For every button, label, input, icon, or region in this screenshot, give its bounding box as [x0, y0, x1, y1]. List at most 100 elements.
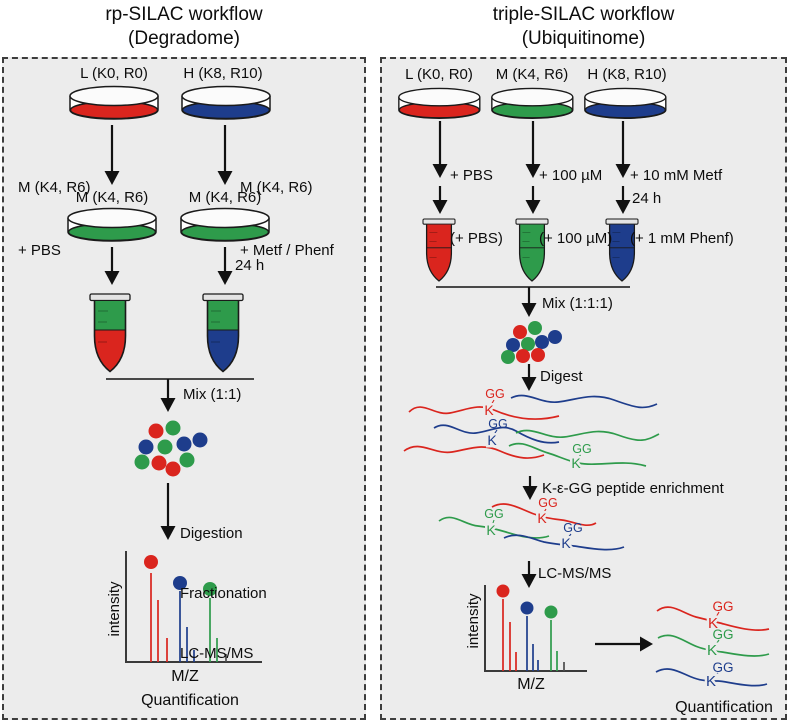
arrow-down-right [217, 125, 233, 185]
incubation-time-label: 24 h [632, 190, 662, 207]
gg-tag-red: GG [485, 387, 504, 401]
peptide-wave-red [403, 445, 545, 459]
arrow-treatment-1 [432, 121, 448, 178]
treatment-3-line2: (+ 1 mM Phenf) [630, 230, 734, 247]
treatment-left-line2: + PBS [18, 242, 61, 259]
arrow-incubation-2 [525, 186, 541, 214]
gg-tag-blue: GG [712, 660, 733, 675]
process-step-fractionation: Fractionation [180, 585, 267, 602]
right-panel: GG K GG K GG K GG K GG K [380, 57, 787, 720]
treatment-right-line2: + Metf / Phenf [240, 242, 334, 259]
tube-green-blue [202, 293, 244, 373]
petri-dish-heavy-blue [181, 85, 271, 120]
gg-tag-green: GG [484, 507, 503, 521]
k-residue-green: K [707, 642, 717, 659]
process-step-lcms: LC-MS/MS [180, 645, 254, 662]
protein-dot-cluster [134, 420, 208, 477]
treatment-left: M (K4, R6) + PBS [18, 135, 91, 303]
arrow-to-result [595, 636, 653, 652]
arrow-lcms [521, 561, 537, 588]
tube-green-red [89, 293, 131, 373]
digested-peptides [403, 394, 660, 467]
dish-label-medium: M (K4, R6) [495, 66, 569, 83]
dish-label-heavy: H (K8, R10) [587, 66, 667, 83]
treatment-2: + 100 µM (+ 100 µM) [539, 123, 612, 291]
left-panel-art [67, 85, 271, 663]
digest-label: Digest [540, 368, 583, 385]
k-residue-red: K [484, 402, 494, 418]
right-title-line2: (Ubiquitinome) [521, 28, 646, 49]
peptide-wave-blue [655, 668, 768, 687]
treatment-right: M (K4, R6) + Metf / Phenf [240, 135, 334, 303]
petri-dish-medium-green [491, 87, 574, 119]
arrow-enrichment [522, 476, 538, 500]
peptide-wave-red [408, 406, 560, 420]
treatment-1-line2: (+ PBS) [450, 230, 503, 247]
left-title-line2: (Degradome) [128, 28, 240, 49]
treatment-3: + 10 mM Metf (+ 1 mM Phenf) [630, 123, 734, 291]
spectrum-y-axis-label: intensity [465, 593, 482, 649]
spectrum-x-axis-label: M/Z [517, 676, 545, 693]
lcms-label: LC-MS/MS [538, 565, 612, 582]
incubation-time-label: 24 h [235, 257, 265, 274]
peptide-wave-green [515, 429, 660, 441]
peptide-wave-blue [433, 424, 560, 444]
merge-connector [106, 378, 254, 412]
peptide-wave-red [491, 503, 597, 527]
treatment-right-line1: M (K4, R6) [240, 179, 313, 196]
dish-label-light: L (K0, R0) [80, 65, 148, 82]
merge-connector [436, 286, 630, 317]
gg-tag-blue: GG [563, 521, 582, 535]
quantification-caption: Quantification [675, 699, 773, 716]
petri-dish-light-red [69, 85, 159, 120]
k-residue-blue: K [706, 673, 716, 690]
dish-label-medium-left: M (K4, R6) [75, 189, 149, 206]
peptide-wave-blue [510, 394, 658, 409]
dish-label-medium-right: M (K4, R6) [188, 189, 262, 206]
right-title-line1: triple-SILAC workflow [492, 4, 675, 25]
arrow-incubation-3 [615, 186, 631, 214]
left-title-line1: rp-SILAC workflow [105, 4, 263, 25]
treatment-3-line1: + 10 mM Metf [630, 167, 723, 184]
enrichment-label: K-ε-GG peptide enrichment [542, 480, 724, 497]
arrow-down-left-2 [104, 247, 120, 285]
gg-tag-green: GG [572, 442, 591, 456]
quantified-peptides [655, 606, 770, 687]
gg-tag-red: GG [538, 496, 557, 510]
arrow-process [160, 483, 176, 540]
dish-label-heavy: H (K8, R10) [183, 65, 263, 82]
peptide-wave-green [657, 634, 770, 657]
right-panel-art: GG K GG K GG K GG K GG K [398, 87, 770, 693]
gg-tag-red: GG [712, 599, 733, 614]
mass-spectrum [125, 551, 262, 663]
k-residue-blue: K [487, 432, 497, 448]
peptide-wave-green [508, 442, 647, 467]
spectrum-x-axis-label: M/Z [171, 668, 199, 685]
left-title: rp-SILAC workflow (Degradome) [2, 3, 366, 51]
enriched-peptides [438, 503, 625, 551]
mass-spectrum [484, 584, 587, 672]
peptide-wave-blue [503, 534, 625, 551]
petri-dish-heavy-blue [584, 87, 667, 119]
dish-label-light: L (K0, R0) [405, 66, 473, 83]
arrow-down-right-2 [217, 247, 233, 285]
peptide-wave-red [656, 606, 770, 631]
treatment-2-line1: + 100 µM [539, 167, 603, 184]
process-step-digestion: Digestion [180, 525, 243, 542]
k-residue-red: K [708, 615, 718, 632]
gg-tag-green: GG [712, 627, 733, 642]
arrow-down-left [104, 125, 120, 185]
treatment-2-line2: (+ 100 µM) [539, 230, 613, 247]
arrow-treatment-3 [615, 121, 631, 178]
protein-dot-cluster [501, 321, 562, 364]
treatment-1: + PBS (+ PBS) [450, 123, 503, 291]
right-title: triple-SILAC workflow (Ubiquitinome) [380, 3, 787, 51]
spectrum-y-axis-label: intensity [106, 581, 123, 637]
process-steps: Digestion Fractionation LC-MS/MS [180, 484, 267, 704]
treatment-left-line1: M (K4, R6) [18, 179, 91, 196]
left-panel: L (K0, R0) H (K8, R10) M (K4, R6) + PBS … [2, 57, 366, 720]
k-residue-green: K [571, 455, 581, 471]
k-residue-red: K [537, 510, 547, 526]
mix-label: Mix (1:1:1) [542, 295, 613, 312]
